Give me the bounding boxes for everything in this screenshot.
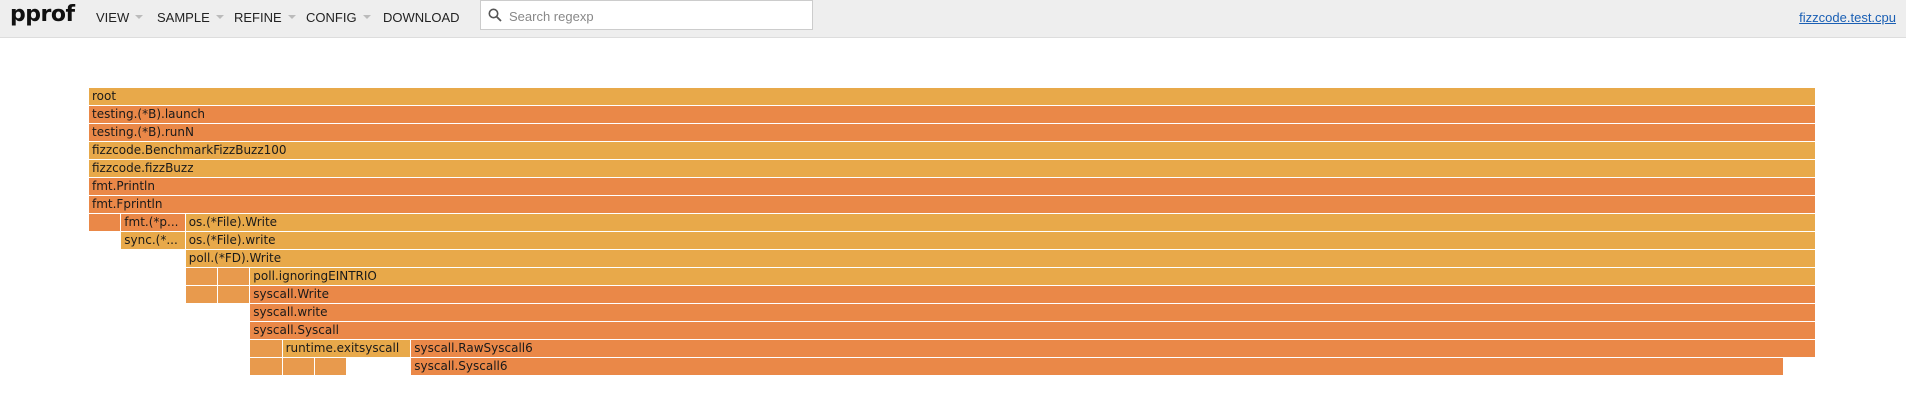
flame-frame-unlabeled[interactable] — [218, 268, 251, 285]
flame-frame[interactable]: syscall.Syscall — [250, 322, 1816, 339]
flame-frame[interactable]: fmt.Println — [89, 178, 1816, 195]
flame-frame[interactable]: syscall.RawSyscall6 — [411, 340, 1816, 357]
flame-frame-unlabeled[interactable] — [282, 358, 315, 375]
search-box — [480, 0, 813, 30]
flame-frame[interactable]: fmt.Fprintln — [89, 196, 1816, 213]
menu-view[interactable]: VIEW — [96, 10, 144, 25]
menu-refine[interactable]: REFINE — [234, 10, 296, 25]
chevron-down-icon — [362, 15, 371, 19]
flame-frame[interactable]: os.(*File).write — [185, 232, 1816, 249]
menu-download[interactable]: DOWNLOAD — [383, 10, 460, 25]
search-input[interactable] — [507, 5, 807, 27]
flame-frame-unlabeled[interactable] — [185, 286, 218, 303]
flame-frame[interactable]: poll.ignoringEINTRIO — [250, 268, 1816, 285]
flame-frame[interactable]: fizzcode.BenchmarkFizzBuzz100 — [89, 142, 1816, 159]
flame-frame[interactable]: runtime.exitsyscall — [282, 340, 412, 357]
flame-frame[interactable]: root — [89, 88, 1816, 105]
flame-frame-unlabeled[interactable] — [89, 214, 122, 231]
flame-frame[interactable]: fmt.(*p... — [121, 214, 186, 231]
flame-frame[interactable]: syscall.Syscall6 — [411, 358, 1785, 375]
flame-frame[interactable]: fizzcode.fizzBuzz — [89, 160, 1816, 177]
flame-frame-unlabeled[interactable] — [250, 340, 283, 357]
flame-frame[interactable]: sync.(*... — [121, 232, 186, 249]
menu-sample-label: SAMPLE — [157, 10, 210, 25]
flame-frame[interactable]: poll.(*FD).Write — [185, 250, 1816, 267]
pprof-logo[interactable]: pprof — [10, 2, 75, 27]
flame-frame-unlabeled[interactable] — [185, 268, 218, 285]
chevron-down-icon — [287, 15, 296, 19]
flame-frame[interactable]: syscall.Write — [250, 286, 1816, 303]
profile-link[interactable]: fizzcode.test.cpu — [1799, 10, 1896, 25]
search-icon — [488, 8, 502, 22]
menu-refine-label: REFINE — [234, 10, 282, 25]
menu-view-label: VIEW — [96, 10, 130, 25]
menu-download-label: DOWNLOAD — [383, 10, 460, 25]
toolbar: pprof VIEW SAMPLE REFINE CONFIG DOWNLOAD… — [0, 0, 1906, 38]
flame-frame-unlabeled[interactable] — [218, 286, 251, 303]
flame-frame[interactable]: testing.(*B).runN — [89, 124, 1816, 141]
flame-frame-unlabeled[interactable] — [250, 358, 283, 375]
chevron-down-icon — [135, 15, 144, 19]
menu-sample[interactable]: SAMPLE — [157, 10, 224, 25]
flame-frame[interactable]: syscall.write — [250, 304, 1816, 321]
flame-frame-unlabeled[interactable] — [314, 358, 348, 375]
flame-frame[interactable]: testing.(*B).launch — [89, 106, 1816, 123]
menu-config-label: CONFIG — [306, 10, 357, 25]
chevron-down-icon — [215, 15, 224, 19]
flame-frame[interactable]: os.(*File).Write — [185, 214, 1816, 231]
menu-config[interactable]: CONFIG — [306, 10, 371, 25]
